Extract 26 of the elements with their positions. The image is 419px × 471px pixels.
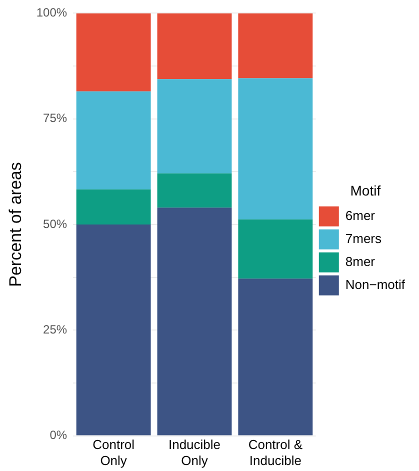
bar: [238, 278, 313, 436]
x-tick-label: Control Only: [92, 437, 135, 468]
legend-label: 7mers: [345, 230, 382, 246]
bar: [157, 173, 232, 208]
bar: [157, 208, 232, 436]
legend-label: 6mer: [345, 208, 376, 223]
y-tick-label: 100%: [36, 6, 68, 20]
bar: [238, 219, 313, 279]
bar: [76, 189, 151, 224]
bar: [76, 13, 151, 92]
bar: [76, 224, 151, 436]
y-tick-label: 75%: [43, 111, 68, 126]
bar: [76, 91, 151, 190]
x-tick-label: Inducible Only: [168, 437, 221, 468]
bar: [238, 78, 313, 220]
y-axis-title: Percent of areas: [6, 162, 25, 287]
x-tick-label: Control & Inducible: [248, 437, 303, 468]
bar: [238, 13, 313, 78]
bar: [157, 13, 232, 80]
legend-title: Motif: [350, 182, 381, 198]
legend-label: Non−motif: [345, 276, 406, 292]
bar: [157, 79, 232, 174]
y-tick-label: 0%: [50, 428, 68, 442]
legend-label: 8mer: [345, 254, 376, 269]
y-tick-label: 50%: [43, 216, 68, 231]
y-tick-label: 25%: [43, 322, 68, 336]
